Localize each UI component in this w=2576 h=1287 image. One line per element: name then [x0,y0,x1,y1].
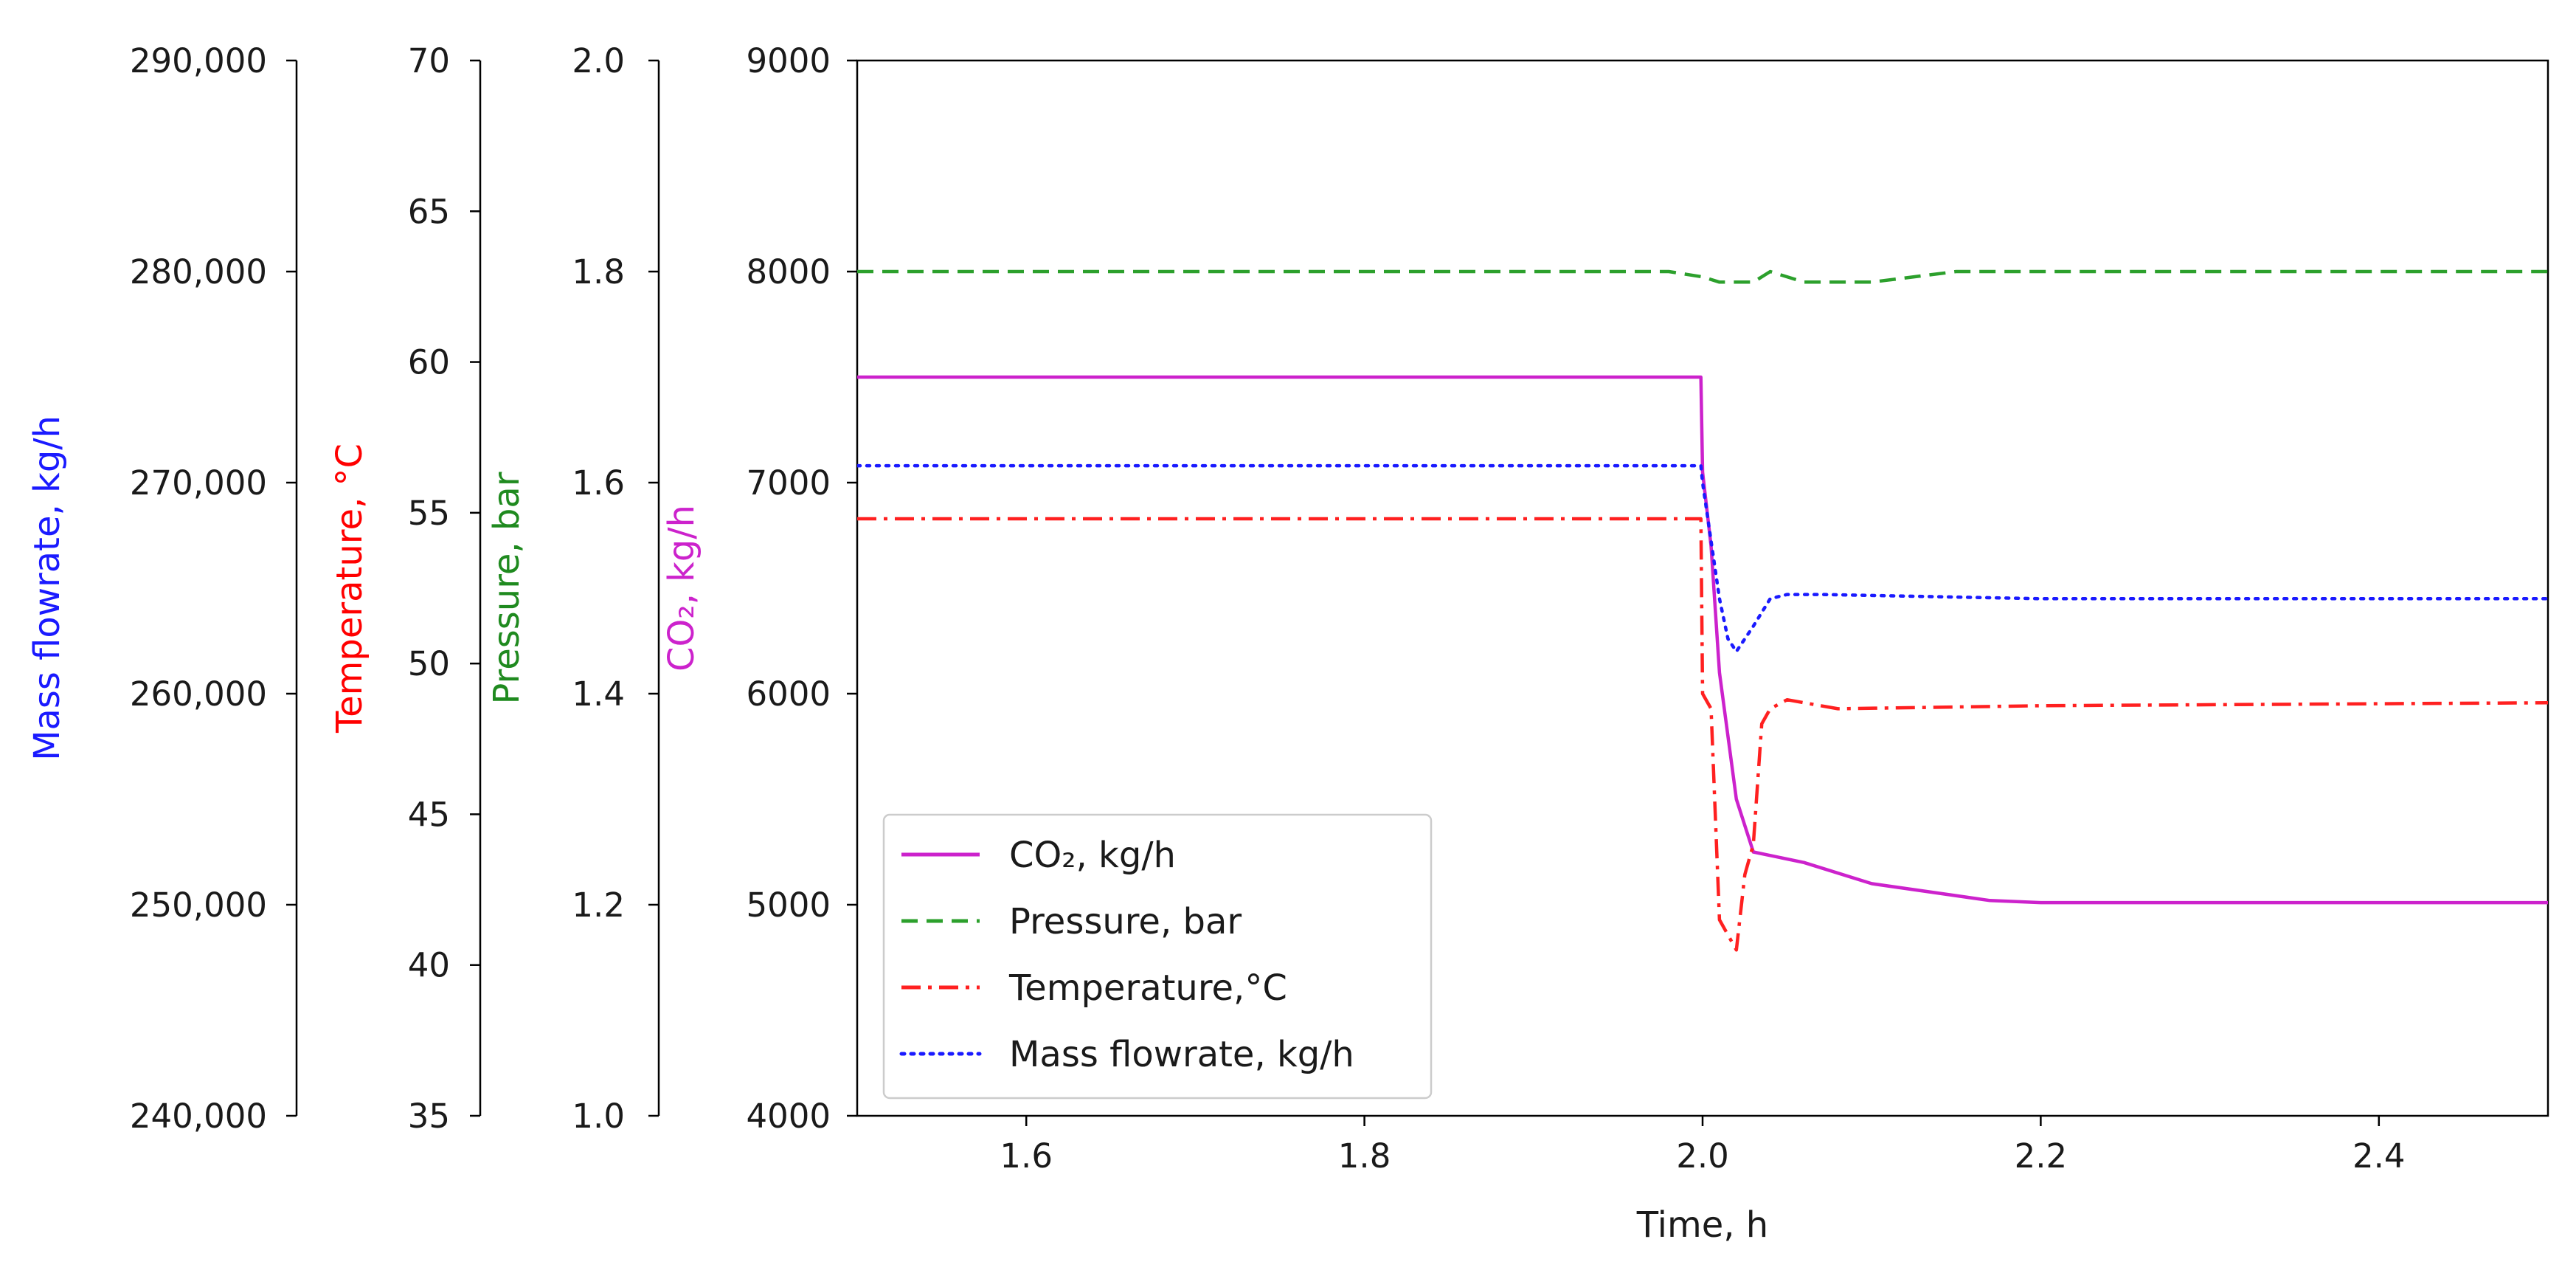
y-tick-label-co2: 4000 [746,1097,831,1136]
legend-item: CO₂, kg/h [901,835,1176,876]
y-tick-label-temperature: 35 [408,1097,450,1136]
y-axis-title-massflow: Mass flowrate, kg/h [27,415,68,761]
y-tick-label-pressure: 2.0 [572,41,625,80]
y-tick-label-temperature: 45 [408,795,450,834]
plot-area-frame [856,59,2549,1117]
y-axis-temperature: 35 40 45 50 55 60 65 70 Temperature, °C [329,41,482,1136]
y-tick-label-massflow: 260,000 [130,674,267,714]
legend-label: Temperature,°C [1008,967,1287,1009]
y-tick-label-temperature: 40 [408,946,450,985]
y-tick-label-pressure: 1.2 [572,886,625,925]
series-line-temperature [857,517,2548,952]
legend-box [882,813,1433,1100]
y-tick-label-temperature: 55 [408,494,450,533]
legend: CO₂, kg/h Pressure, bar Temperature,°C Mass… [882,813,1433,1100]
y-tick-label-co2: 7000 [746,463,831,503]
series-layer [857,269,2548,952]
x-tick-label: 2.2 [2015,1136,2068,1176]
legend-item: Pressure, bar [901,901,1242,942]
x-axis: 1.6 1.8 2.0 2.2 2.4 [1000,1116,2406,1176]
legend-label: Pressure, bar [1009,901,1242,942]
y-tick-label-massflow: 280,000 [130,252,267,291]
y-tick-label-massflow: 250,000 [130,886,267,925]
y-tick-label-massflow: 270,000 [130,463,267,503]
y-axis-massflow: 240,000 250,000 260,000 270,000 280,000 290,0… [27,41,298,1136]
y-tick-label-pressure: 1.4 [572,674,625,714]
x-tick-label: 1.8 [1338,1136,1391,1176]
x-tick-label: 2.0 [1676,1136,1729,1176]
y-axis-title-temperature: Temperature, °C [329,444,370,734]
series-line-co2 [857,375,2548,905]
y-tick-label-pressure: 1.0 [572,1097,625,1136]
y-tick-label-temperature: 60 [408,343,450,382]
y-tick-label-co2: 8000 [746,252,831,291]
y-tick-label-pressure: 1.8 [572,252,625,291]
x-axis-title: Time, h [1636,1204,1768,1246]
y-axis-pressure: 1.0 1.2 1.4 1.6 1.8 2.0 Pressure, bar [486,41,660,1136]
legend-label: CO₂, kg/h [1009,835,1176,876]
y-tick-label-temperature: 65 [408,192,450,231]
series-line-pressure [857,269,2548,284]
x-tick-label: 2.4 [2352,1136,2406,1176]
x-tick-label: 1.6 [1000,1136,1053,1176]
y-tick-label-co2: 6000 [746,674,831,714]
y-tick-label-massflow: 240,000 [130,1097,267,1136]
y-tick-label-temperature: 70 [408,41,450,80]
y-tick-label-temperature: 50 [408,644,450,683]
y-axis-co2: 4000 5000 6000 7000 8000 9000 CO₂, kg/h [661,41,857,1136]
legend-label: Mass flowrate, kg/h [1009,1034,1354,1075]
legend-item: Mass flowrate, kg/h [899,1034,1354,1075]
y-tick-label-co2: 9000 [746,41,831,80]
y-tick-label-massflow: 290,000 [130,41,267,80]
series-line-massflow [857,463,2548,654]
y-tick-label-co2: 5000 [746,886,831,925]
plot-frame [856,59,2549,1117]
y-axis-title-co2: CO₂, kg/h [661,505,702,672]
y-axis-title-pressure: Pressure, bar [486,472,527,704]
y-tick-label-pressure: 1.6 [572,463,625,503]
legend-item: Temperature,°C [901,967,1287,1009]
